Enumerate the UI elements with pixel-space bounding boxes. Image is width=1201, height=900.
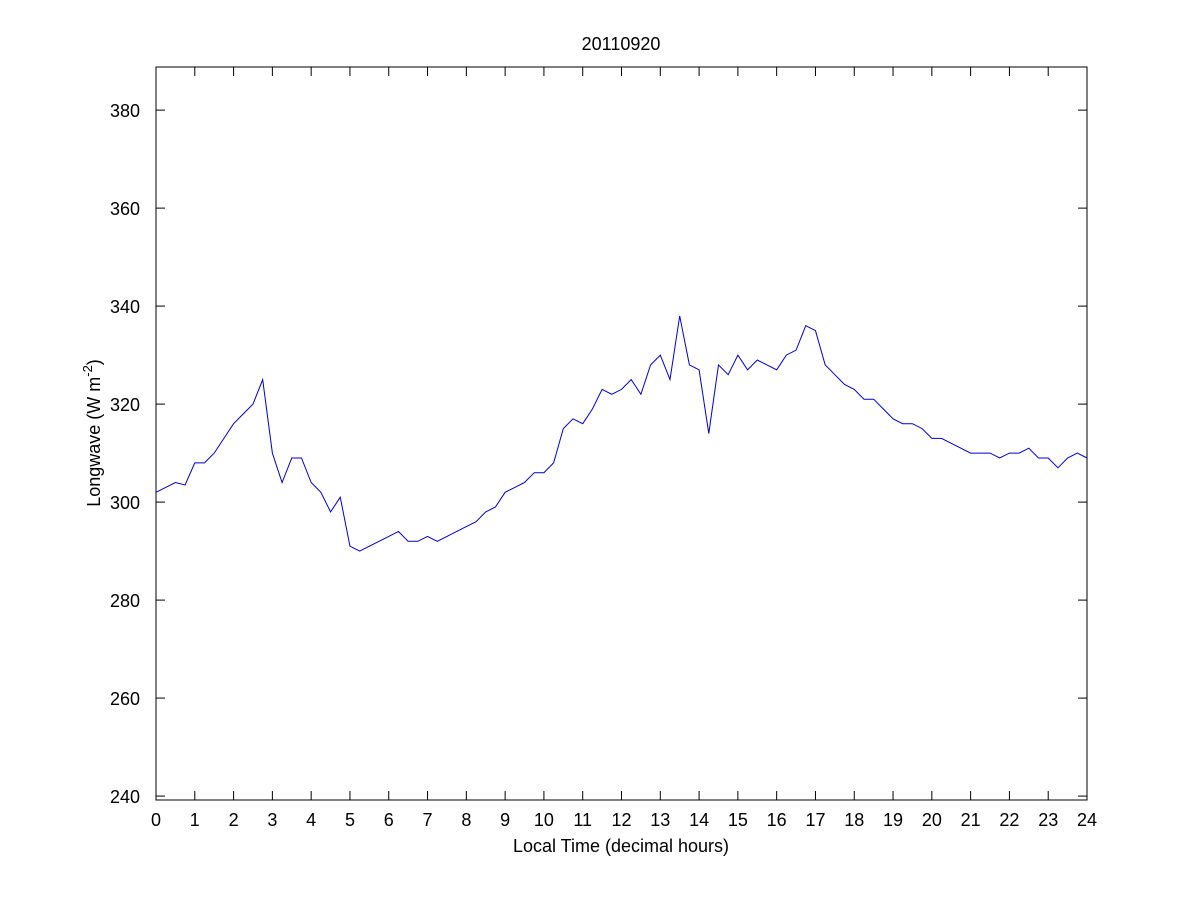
x-tick-label: 7	[423, 810, 433, 830]
y-axis-label-superscript: -2	[80, 365, 95, 377]
x-tick-label: 13	[650, 810, 670, 830]
y-axis-label-suffix: )	[84, 359, 104, 365]
x-tick-label: 19	[883, 810, 903, 830]
x-tick-label: 2	[229, 810, 239, 830]
y-axis-label: Longwave (W m-2)	[80, 359, 104, 507]
x-tick-label: 8	[461, 810, 471, 830]
x-tick-label: 11	[573, 810, 592, 830]
y-tick-label: 340	[110, 297, 140, 317]
x-tick-label: 14	[689, 810, 709, 830]
x-axis-label: Local Time (decimal hours)	[513, 836, 729, 856]
x-tick-label: 15	[728, 810, 748, 830]
y-tick-label: 320	[110, 395, 140, 415]
x-tick-label: 16	[767, 810, 787, 830]
data-line	[155, 315, 1088, 552]
chart-title: 20110920	[582, 34, 661, 54]
x-tick-label: 3	[267, 810, 277, 830]
y-tick-label: 260	[110, 689, 140, 709]
y-tick-label: 380	[110, 101, 140, 121]
x-tick-label: 21	[961, 810, 981, 830]
y-tick-label: 240	[110, 787, 140, 807]
x-tick-label: 12	[611, 810, 631, 830]
x-tick-label: 0	[151, 810, 161, 830]
x-tick-label: 23	[1038, 810, 1058, 830]
y-tick-label: 360	[110, 199, 140, 219]
x-tick-label: 20	[922, 810, 942, 830]
x-tick-label: 17	[805, 810, 825, 830]
x-tick-label: 1	[190, 810, 200, 830]
x-tick-label: 5	[345, 810, 355, 830]
x-tick-label: 24	[1077, 810, 1097, 830]
y-tick-label: 280	[110, 591, 140, 611]
x-tick-label: 4	[306, 810, 316, 830]
y-axis-label-text: Longwave (W m	[84, 377, 104, 507]
x-tick-label: 18	[844, 810, 864, 830]
x-tick-label: 9	[500, 810, 510, 830]
y-tick-label: 300	[110, 493, 140, 513]
x-tick-label: 10	[534, 810, 554, 830]
plot-frame	[155, 66, 1088, 801]
x-tick-label: 6	[384, 810, 394, 830]
x-tick-label: 22	[999, 810, 1019, 830]
